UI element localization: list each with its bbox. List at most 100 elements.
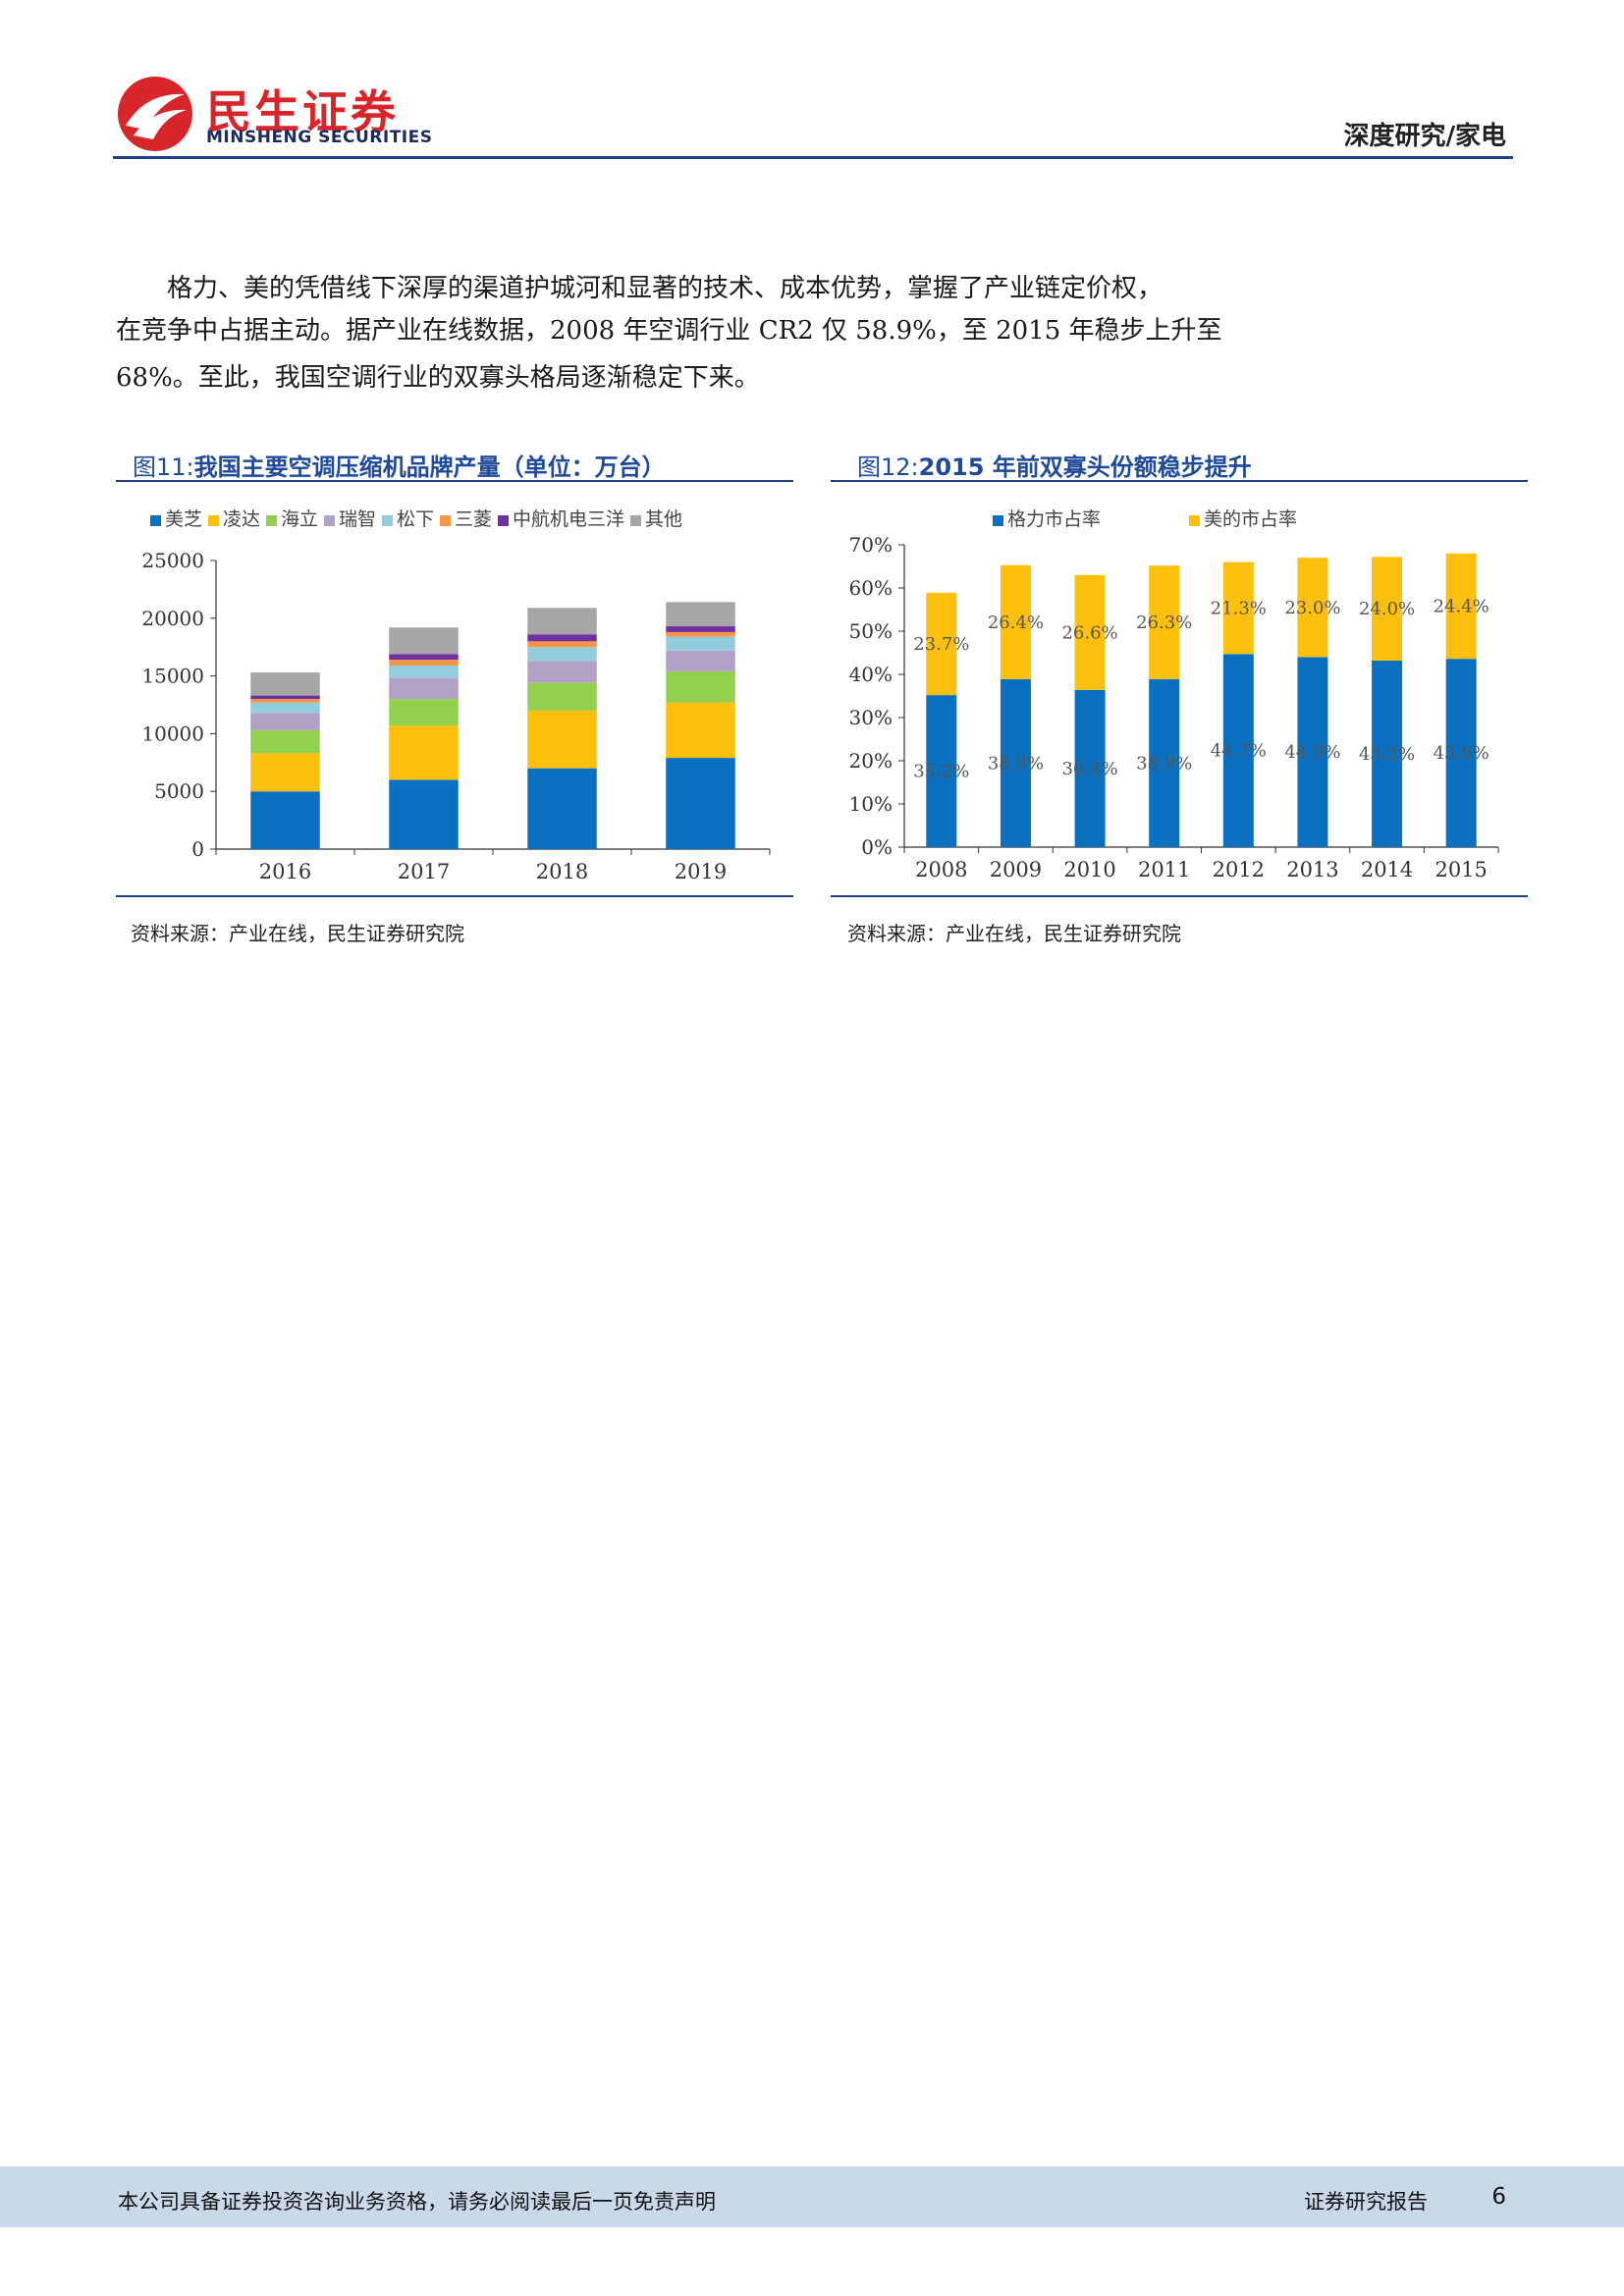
figure12-chart: 格力市占率 美的市占率 0% 10% 20% 30% 40% 50% 60% 70% 2008 35.…	[849, 508, 1499, 881]
y-tick-label: 30%	[849, 706, 893, 729]
x-tick-label: 2018	[536, 860, 588, 883]
bar-松下-2016	[250, 702, 320, 714]
bar-松下-2019	[666, 636, 735, 651]
legend-label-1: 格力市占率	[1007, 508, 1101, 530]
bar-中航机电三洋-2016	[250, 695, 320, 700]
footer-disclaimer: 本公司具备证券投资咨询业务资格，请务必阅读最后一页免责声明	[118, 2190, 716, 2214]
y-tick-label: 0%	[861, 835, 893, 859]
legend-label-8: 其他	[645, 508, 682, 530]
bar-美芝-2016	[250, 791, 320, 849]
bar-三菱-2019	[666, 631, 735, 637]
x-tick-label: 2017	[398, 860, 450, 883]
bar-凌达-2019	[666, 702, 735, 759]
y-tick-label: 70%	[849, 533, 893, 557]
bar-其他-2019	[666, 602, 735, 627]
y-tick-label: 60%	[849, 576, 893, 600]
bar-美芝-2019	[666, 758, 735, 849]
report-category: 深度研究/家电	[1343, 122, 1507, 151]
legend-swatch-8	[630, 515, 641, 526]
x-tick-label: 2011	[1138, 858, 1190, 881]
bar-格力市占率-2010	[1074, 689, 1106, 847]
legend-label-2: 美的市占率	[1204, 508, 1297, 530]
bar-美的市占率-2009	[1000, 564, 1031, 679]
y-tick-label: 20%	[849, 749, 893, 773]
body-paragraph-line-3: 68%。至此，我国空调行业的双寡头格局逐渐稳定下来。	[116, 363, 760, 393]
legend-label-2: 凌达	[223, 508, 260, 530]
y-tick-label: 15000	[141, 665, 204, 688]
bar-美的市占率-2008	[926, 592, 957, 696]
legend-swatch-3	[266, 515, 277, 526]
bar-瑞智-2017	[389, 677, 459, 700]
bar-格力市占率-2008	[926, 695, 957, 847]
page-number: 6	[1491, 2184, 1506, 2210]
y-tick-label: 10000	[141, 721, 204, 745]
x-tick-label: 2014	[1361, 858, 1413, 881]
data-label: 43.6%	[1434, 743, 1489, 764]
data-label: 43.2%	[1359, 744, 1415, 765]
logo-chinese-name: 民生证券	[206, 85, 399, 138]
legend-swatch-2	[1189, 515, 1200, 526]
bar-松下-2018	[527, 647, 597, 662]
figure11-source: 资料来源：产业在线，民生证券研究院	[131, 922, 464, 945]
y-tick-label: 0	[191, 837, 204, 861]
figure12-prefix: 图12:	[857, 454, 919, 481]
legend-swatch-7	[498, 515, 509, 526]
bar-其他-2017	[389, 627, 459, 655]
bar-海立-2018	[527, 682, 597, 711]
data-label: 44.0%	[1284, 742, 1340, 763]
y-tick-label: 5000	[154, 779, 204, 803]
x-tick-label: 2013	[1286, 858, 1338, 881]
data-label: 23.0%	[1284, 598, 1340, 618]
bar-凌达-2017	[389, 725, 459, 780]
bar-美的市占率-2012	[1222, 561, 1254, 655]
figure11-title: 图11:我国主要空调压缩机品牌产量（单位：万台）	[133, 448, 666, 482]
bar-美的市占率-2011	[1149, 565, 1180, 679]
bar-美芝-2017	[389, 779, 459, 849]
data-label: 38.9%	[1136, 753, 1192, 774]
bar-海立-2019	[666, 670, 735, 703]
bar-中航机电三洋-2018	[527, 634, 597, 642]
data-label: 26.4%	[988, 613, 1044, 633]
figure12-source: 资料来源：产业在线，民生证券研究院	[847, 922, 1181, 945]
bar-格力市占率-2009	[1000, 678, 1031, 847]
x-tick-label: 2009	[990, 858, 1042, 881]
legend-label-4: 瑞智	[339, 508, 376, 530]
y-tick-label: 25000	[141, 549, 204, 572]
bar-其他-2016	[250, 672, 320, 696]
data-label: 26.6%	[1061, 622, 1117, 643]
bar-美的市占率-2013	[1297, 558, 1328, 658]
x-tick-label: 2008	[915, 858, 967, 881]
bar-海立-2016	[250, 729, 320, 754]
data-label: 23.7%	[913, 634, 969, 655]
data-label: 35.2%	[913, 762, 969, 782]
x-tick-label: 2016	[259, 860, 311, 883]
figure12-title: 图12:2015 年前双寡头份额稳步提升	[857, 448, 1252, 482]
legend-label-1: 美芝	[165, 508, 202, 530]
data-label: 21.3%	[1211, 598, 1267, 618]
legend-swatch-1	[150, 515, 161, 526]
x-tick-label: 2012	[1213, 858, 1265, 881]
data-label: 44.7%	[1211, 741, 1267, 762]
bar-格力市占率-2011	[1149, 678, 1180, 847]
figure11-title-text: 我国主要空调压缩机品牌产量（单位：万台）	[193, 454, 666, 481]
header-divider	[113, 156, 1513, 159]
bar-美的市占率-2010	[1074, 574, 1106, 690]
figure12-title-rule	[831, 480, 1528, 482]
bar-海立-2017	[389, 699, 459, 726]
data-label: 24.4%	[1434, 596, 1489, 616]
figure11-prefix: 图11:	[133, 454, 194, 481]
bar-中航机电三洋-2019	[666, 626, 735, 632]
y-tick-label: 10%	[849, 792, 893, 816]
bar-美芝-2018	[527, 768, 597, 849]
data-label: 38.9%	[988, 753, 1044, 774]
bar-瑞智-2018	[527, 661, 597, 683]
company-logo: 民生证券 MINSHENG SECURITIES	[116, 75, 432, 155]
bar-三菱-2017	[389, 660, 459, 667]
legend-label-7: 中航机电三洋	[513, 508, 624, 530]
x-tick-label: 2019	[675, 860, 727, 883]
figure12-title-text: 2015 年前双寡头份额稳步提升	[918, 454, 1252, 481]
bar-凌达-2016	[250, 753, 320, 792]
legend-swatch-6	[440, 515, 451, 526]
bar-松下-2017	[389, 666, 459, 678]
bar-格力市占率-2013	[1297, 657, 1328, 847]
